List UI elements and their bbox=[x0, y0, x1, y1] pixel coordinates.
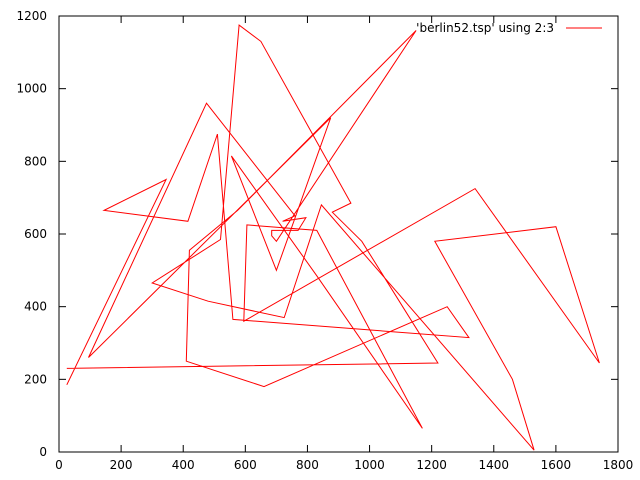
y-tick-label: 1200 bbox=[16, 9, 47, 23]
y-tick-label: 400 bbox=[24, 300, 47, 314]
axis-ticks bbox=[58, 15, 619, 453]
legend-label: 'berlin52.tsp' using 2:3 bbox=[416, 21, 554, 35]
y-tick-label: 1000 bbox=[16, 82, 47, 96]
y-tick-label: 0 bbox=[39, 445, 47, 459]
x-tick-label: 1000 bbox=[354, 458, 385, 472]
x-tick-label: 400 bbox=[172, 458, 195, 472]
x-tick-label: 0 bbox=[55, 458, 63, 472]
y-tick-label: 600 bbox=[24, 227, 47, 241]
x-tick-label: 800 bbox=[296, 458, 319, 472]
x-tick-label: 1600 bbox=[541, 458, 572, 472]
y-tick-label: 200 bbox=[24, 372, 47, 386]
series-line bbox=[66, 24, 600, 451]
legend: 'berlin52.tsp' using 2:3 bbox=[416, 21, 602, 35]
x-tick-label: 200 bbox=[110, 458, 133, 472]
series-group bbox=[66, 24, 600, 451]
axis-tick-labels: 0 200 400 600 800 1000 1200 1400 1600 1800 0 200 400… bbox=[16, 9, 633, 472]
x-tick-label: 1200 bbox=[416, 458, 447, 472]
y-tick-label: 800 bbox=[24, 154, 47, 168]
plot-frame bbox=[58, 15, 619, 453]
x-tick-label: 1800 bbox=[603, 458, 634, 472]
x-tick-label: 1400 bbox=[479, 458, 510, 472]
x-tick-label: 600 bbox=[234, 458, 257, 472]
